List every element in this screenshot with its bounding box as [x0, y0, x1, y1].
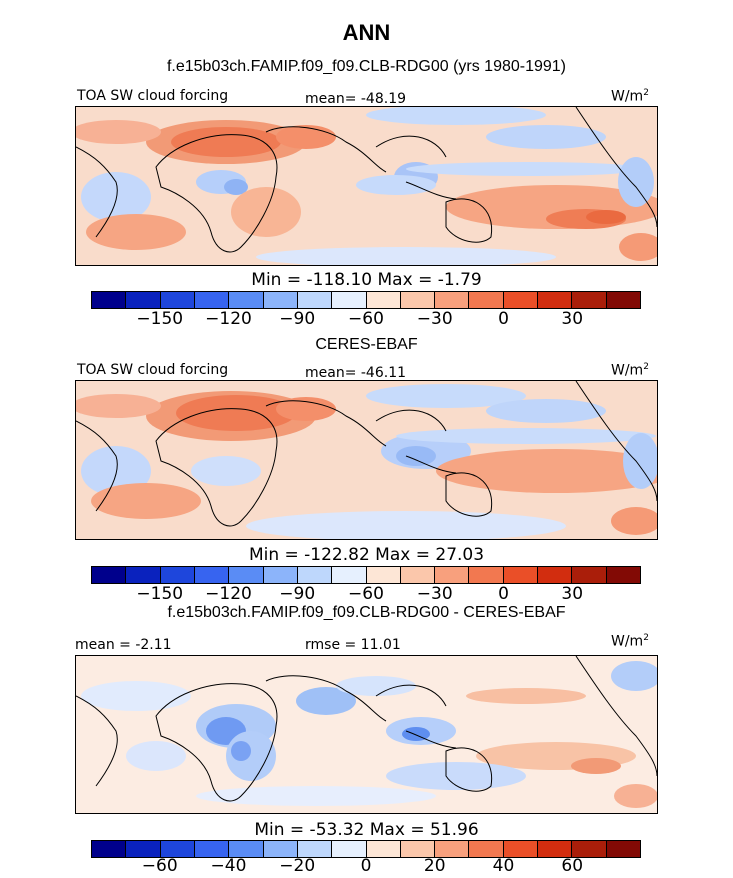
colorbar-tick-label: −60 [348, 309, 384, 329]
colorbar-swatch [160, 841, 195, 857]
colorbar-swatch [297, 841, 333, 857]
panel3-rmse: rmse = 11.01 [305, 637, 401, 653]
colorbar-swatch [332, 567, 367, 583]
colorbar-swatch [503, 567, 539, 583]
colorbar-swatch [469, 292, 504, 308]
colorbar-tick-label: −120 [205, 584, 252, 604]
colorbar-swatch [126, 292, 161, 308]
panel3-minmax: Min = -53.32 Max = 51.96 [254, 820, 479, 840]
colorbar-swatch [92, 567, 127, 583]
colorbar-tick-label: 40 [492, 856, 515, 876]
panel1-units: W/m2 [611, 88, 649, 105]
colorbar-swatch [538, 567, 573, 583]
panel1-map [75, 106, 658, 266]
panel2-label: TOA SW cloud forcing [77, 362, 229, 378]
colorbar-swatch [606, 567, 640, 583]
colorbar-swatch [297, 567, 333, 583]
colorbar-swatch [469, 567, 504, 583]
colorbar-swatch [400, 841, 436, 857]
model-subtitle: f.e15b03ch.FAMIP.f09_f09.CLB-RDG00 (yrs … [166, 58, 567, 75]
colorbar-tick-label: 30 [561, 584, 584, 604]
colorbar-swatch [400, 567, 436, 583]
colorbar-swatch [435, 567, 470, 583]
colorbar-swatch [126, 841, 161, 857]
colorbar-tick-label: 0 [498, 309, 509, 329]
colorbar-swatch [503, 292, 539, 308]
colorbar-swatch [366, 841, 401, 857]
panel1-minmax: Min = -118.10 Max = -1.79 [251, 270, 482, 290]
colorbar-swatch [229, 292, 264, 308]
panel2-colorbar [91, 566, 641, 584]
panel1-colorbar-ticks: −150 −120 −90 −60 −30 0 30 [91, 309, 641, 331]
colorbar-swatch [229, 567, 264, 583]
colorbar-tick-label: −20 [279, 856, 316, 876]
colorbar-tick-label: 20 [423, 856, 446, 876]
colorbar-tick-label: 0 [498, 584, 509, 604]
colorbar-tick-label: −90 [279, 584, 316, 604]
colorbar-tick-label: −120 [205, 309, 252, 329]
colorbar-swatch [297, 292, 333, 308]
colorbar-swatch [194, 841, 230, 857]
obs-subtitle: CERES-EBAF [315, 336, 418, 353]
colorbar-swatch [366, 292, 401, 308]
colorbar-tick-label: −150 [136, 584, 184, 604]
colorbar-swatch [435, 841, 470, 857]
panel1-mean: mean= -48.19 [305, 91, 407, 107]
colorbar-swatch [572, 567, 607, 583]
panel2-mean: mean= -46.11 [305, 365, 407, 381]
colorbar-swatch [332, 841, 367, 857]
colorbar-swatch [194, 567, 230, 583]
colorbar-swatch [126, 567, 161, 583]
colorbar-swatch [503, 841, 539, 857]
panel3-colorbar [91, 840, 641, 858]
colorbar-tick-label: −40 [210, 856, 247, 876]
colorbar-swatch [160, 567, 195, 583]
colorbar-swatch [263, 567, 298, 583]
panel3-units: W/m2 [611, 633, 649, 650]
colorbar-tick-label: −60 [141, 856, 178, 876]
colorbar-tick-label: −30 [416, 584, 453, 604]
colorbar-swatch [400, 292, 436, 308]
colorbar-swatch [572, 292, 607, 308]
colorbar-swatch [332, 292, 367, 308]
colorbar-tick-label: −30 [416, 309, 453, 329]
colorbar-tick-label: −90 [279, 309, 316, 329]
panel3-colorbar-ticks: −60 −40 −20 0 20 40 60 [91, 856, 641, 878]
colorbar-swatch [538, 841, 573, 857]
colorbar-swatch [229, 841, 264, 857]
colorbar-tick-label: 60 [561, 856, 584, 876]
colorbar-swatch [160, 292, 195, 308]
colorbar-swatch [469, 841, 504, 857]
panel3-map [75, 655, 658, 814]
colorbar-swatch [263, 841, 298, 857]
colorbar-swatch [92, 841, 127, 857]
colorbar-tick-label: −150 [136, 309, 184, 329]
colorbar-swatch [263, 292, 298, 308]
colorbar-swatch [435, 292, 470, 308]
colorbar-tick-label: −60 [348, 584, 384, 604]
panel1-colorbar [91, 291, 641, 309]
panel3-mean: mean = -2.11 [75, 637, 172, 653]
colorbar-swatch [606, 841, 640, 857]
colorbar-swatch [538, 292, 573, 308]
colorbar-tick-label: 30 [561, 309, 584, 329]
colorbar-tick-label: 0 [360, 856, 372, 876]
panel1-label: TOA SW cloud forcing [77, 88, 229, 104]
panel2-colorbar-ticks: −150 −120 −90 −60 −30 0 30 [91, 584, 641, 606]
figure-title: ANN [342, 20, 391, 45]
colorbar-swatch [572, 841, 607, 857]
diff-subtitle: f.e15b03ch.FAMIP.f09_f09.CLB-RDG00 - CER… [167, 604, 566, 621]
colorbar-swatch [606, 292, 640, 308]
colorbar-swatch [194, 292, 230, 308]
panel2-map [75, 380, 658, 540]
colorbar-swatch [366, 567, 401, 583]
panel2-units: W/m2 [611, 362, 649, 379]
panel2-minmax: Min = -122.82 Max = 27.03 [248, 545, 485, 565]
colorbar-swatch [92, 292, 127, 308]
